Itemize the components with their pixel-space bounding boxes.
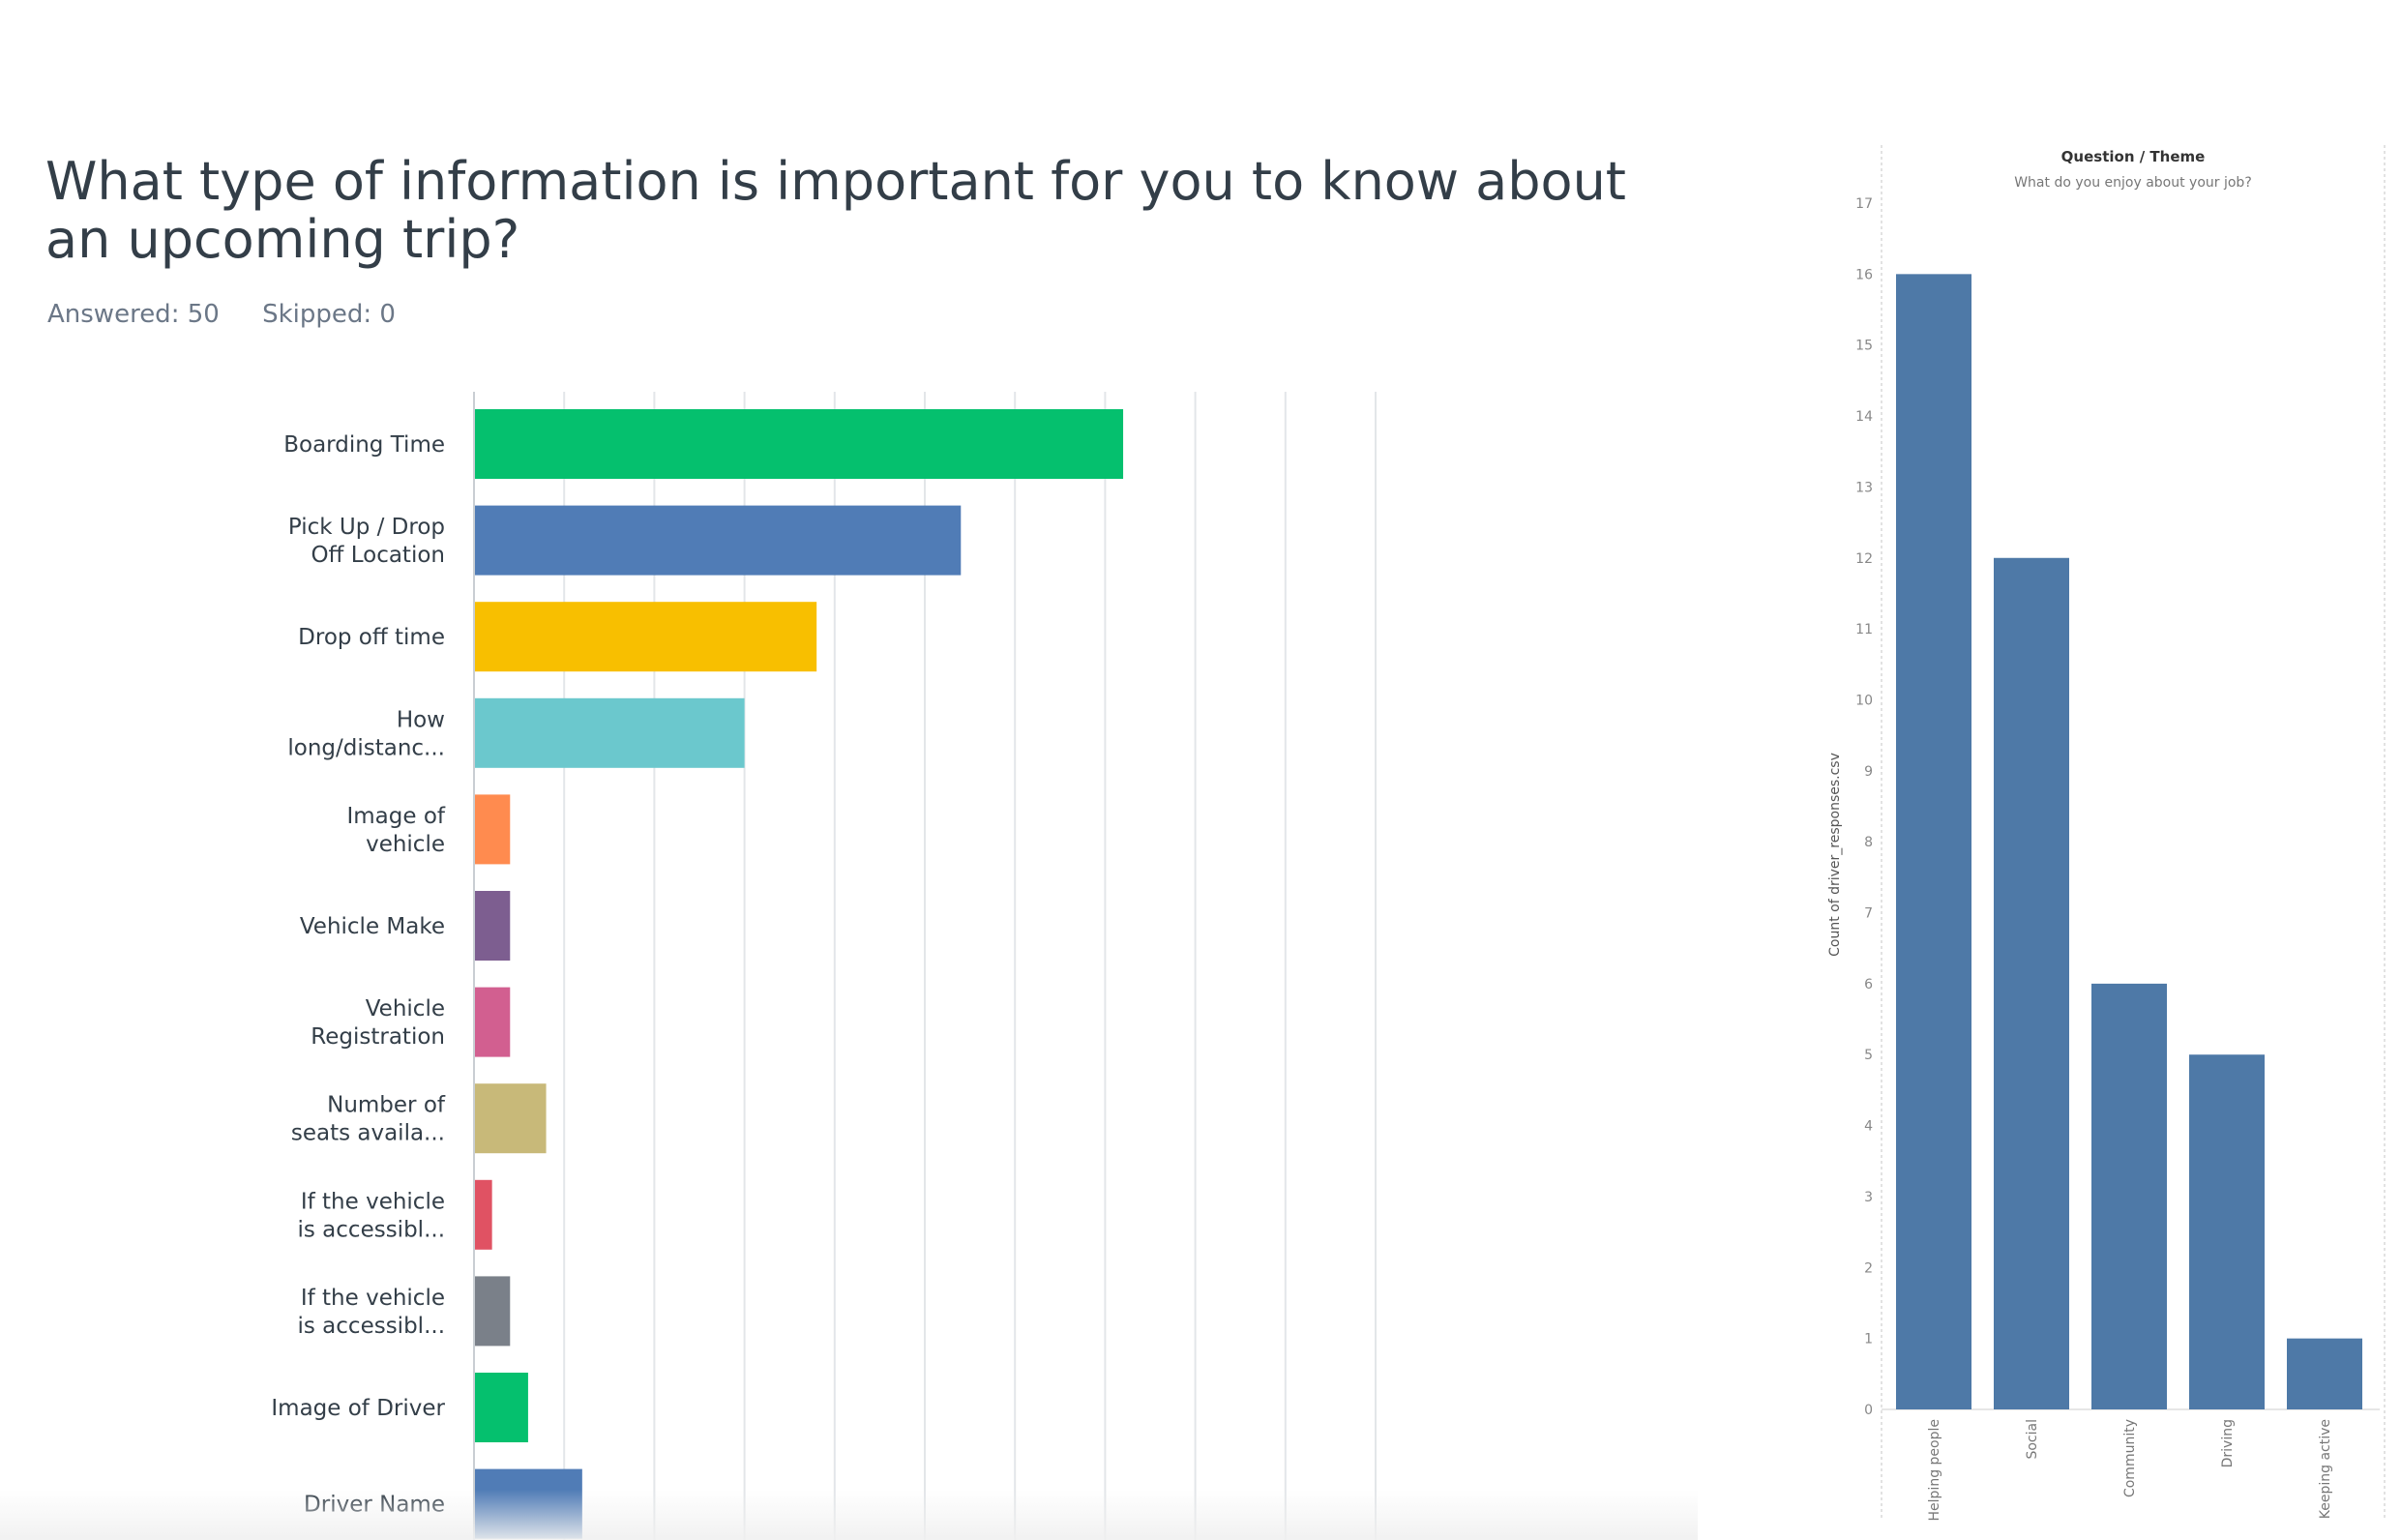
y-tick-12: 12 (1855, 551, 1873, 567)
y-axis-label: Count of driver_responses.csv (1827, 753, 1843, 957)
column-2 (1994, 557, 2069, 1409)
bar-10 (475, 1276, 511, 1347)
bar-11 (475, 1373, 528, 1442)
category-label-line: Image of (346, 804, 445, 829)
category-label-4: How long/distanc... (287, 707, 445, 760)
y-tick-13: 13 (1855, 480, 1873, 495)
x-tick-5: Keeping active (2318, 1419, 2333, 1519)
x-tick-3: Community (2122, 1419, 2138, 1497)
category-label-11: Image of Driver (271, 1396, 445, 1421)
y-tick-6: 6 (1864, 977, 1873, 992)
category-label-line: vehicle (366, 832, 445, 857)
category-label-line: If the vehicle (301, 1286, 445, 1311)
x-tick-1: Helping people (1927, 1419, 1942, 1521)
category-label-line: Drop off time (298, 625, 445, 650)
answered-count: Answered: 50 (47, 300, 220, 329)
bar-4 (475, 697, 745, 768)
category-label-line: is accessibl... (298, 1314, 446, 1339)
category-label-8: Number of seats availa... (291, 1093, 446, 1146)
category-label-line: Off Location (311, 543, 445, 568)
x-tick-4: Driving (2220, 1419, 2236, 1467)
category-label-line: Image of Driver (271, 1396, 445, 1421)
category-label-3: Drop off time (298, 625, 445, 650)
bar-9 (475, 1179, 492, 1250)
y-tick-5: 5 (1864, 1048, 1873, 1063)
y-tick-11: 11 (1855, 622, 1873, 637)
category-label-7: Vehicle Registration (311, 996, 445, 1050)
category-label-line: Boarding Time (283, 432, 445, 458)
bar-1 (475, 409, 1124, 479)
tableau-chart-panel: Question / Theme What do you enjoy about … (1790, 135, 2401, 1540)
bar-5 (475, 794, 511, 865)
category-label-2: Pick Up / Drop Off Location (288, 515, 445, 568)
y-tick-16: 16 (1855, 267, 1873, 282)
category-label-10: If the vehicle is accessibl... (298, 1286, 446, 1339)
skipped-count: Skipped: 0 (262, 300, 396, 329)
y-tick-1: 1 (1864, 1332, 1873, 1348)
bottom-fade (0, 1490, 1698, 1540)
category-label-9: If the vehicle is accessibl... (298, 1189, 446, 1242)
bar-7 (475, 987, 511, 1057)
category-label-line: long/distanc... (287, 735, 445, 760)
y-tick-15: 15 (1855, 339, 1873, 354)
y-tick-2: 2 (1864, 1260, 1873, 1276)
category-label-line: Pick Up / Drop (288, 515, 445, 540)
tableau-subheader: What do you enjoy about your job? (2014, 175, 2252, 191)
y-tick-17: 17 (1855, 196, 1873, 212)
category-label-line: Vehicle (366, 996, 445, 1022)
bar-3 (475, 602, 817, 672)
y-tick-8: 8 (1864, 835, 1873, 850)
y-tick-3: 3 (1864, 1190, 1873, 1205)
response-stats: Answered: 50 Skipped: 0 (47, 300, 430, 329)
horizontal-bar-chart: Boarding Time Pick Up / Drop Off Location D… (271, 392, 1377, 1540)
column-3 (2091, 983, 2167, 1409)
category-label-line: Number of (327, 1093, 446, 1118)
category-label-line: If the vehicle (301, 1189, 445, 1214)
category-label-line: is accessibl... (298, 1217, 446, 1242)
y-tick-7: 7 (1864, 906, 1873, 922)
category-label-line: Registration (311, 1024, 445, 1050)
column-5 (2287, 1338, 2362, 1409)
column-1 (1896, 274, 1971, 1410)
y-tick-10: 10 (1855, 693, 1873, 708)
category-label-1: Boarding Time (283, 432, 445, 458)
bar-2 (475, 505, 962, 576)
x-tick-2: Social (2025, 1419, 2040, 1460)
category-label-line: seats availa... (291, 1121, 445, 1146)
question-title: What type of information is important fo… (45, 151, 1626, 270)
y-tick-0: 0 (1864, 1403, 1873, 1418)
y-tick-14: 14 (1855, 409, 1873, 425)
category-label-line: How (397, 707, 445, 732)
category-label-5: Image of vehicle (346, 804, 445, 857)
column-4 (2189, 1054, 2265, 1409)
category-label-6: Vehicle Make (300, 914, 445, 939)
bar-6 (475, 891, 511, 961)
bar-8 (475, 1083, 547, 1154)
survey-panel: What type of information is important fo… (0, 151, 1698, 1540)
category-label-line: Vehicle Make (300, 914, 445, 939)
y-tick-4: 4 (1864, 1119, 1873, 1135)
y-tick-9: 9 (1864, 764, 1873, 780)
vertical-bar-chart: Question / Theme What do you enjoy about … (1827, 145, 2386, 1521)
tableau-header: Question / Theme (2061, 148, 2206, 165)
